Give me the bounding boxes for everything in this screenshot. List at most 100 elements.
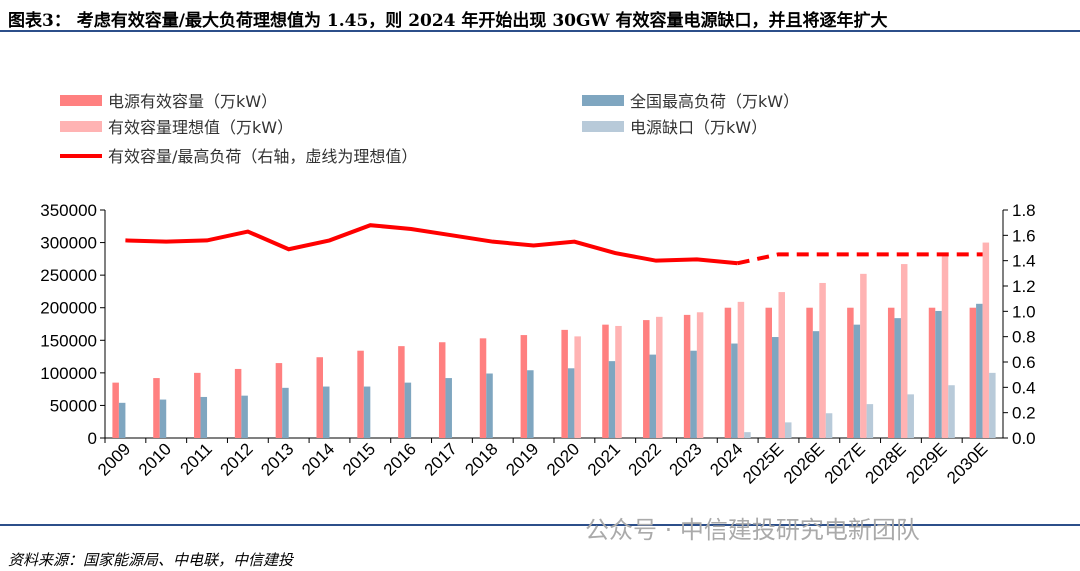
x-tick-label: 2019 bbox=[502, 439, 542, 479]
bar-1 bbox=[486, 373, 493, 438]
legend-label: 有效容量/最高负荷（右轴，虚线为理想值） bbox=[108, 147, 417, 166]
y2-tick-label: 1.6 bbox=[1012, 226, 1036, 245]
bar-2 bbox=[778, 292, 785, 438]
x-tick-label: 2025E bbox=[739, 439, 787, 487]
bar-1 bbox=[976, 303, 983, 438]
bar-0 bbox=[520, 335, 528, 438]
bar-1 bbox=[812, 331, 820, 438]
x-tick-label: 2015 bbox=[339, 439, 379, 479]
legend-label: 有效容量理想值（万kW） bbox=[108, 118, 293, 137]
y2-tick-label: 1.4 bbox=[1012, 252, 1036, 271]
bar-2 bbox=[900, 264, 908, 438]
bar-2 bbox=[696, 312, 704, 438]
watermark: 公众号 · 中信建投研究电新团队 bbox=[585, 516, 920, 544]
x-tick-label: 2029E bbox=[902, 439, 950, 487]
bottom-rule bbox=[0, 524, 1080, 526]
bar-3 bbox=[866, 404, 874, 438]
y-tick-label: 200000 bbox=[40, 299, 97, 318]
x-tick-label: 2020 bbox=[543, 439, 583, 479]
bar-0 bbox=[479, 338, 487, 438]
x-tick-label: 2009 bbox=[94, 439, 134, 479]
bar-0 bbox=[234, 368, 242, 438]
bar-0 bbox=[724, 307, 732, 438]
bar-1 bbox=[731, 343, 738, 438]
bar-1 bbox=[363, 386, 371, 438]
y2-tick-label: 0.6 bbox=[1012, 353, 1036, 372]
bar-0 bbox=[887, 307, 895, 438]
bar-3 bbox=[825, 413, 833, 438]
bar-2 bbox=[982, 242, 990, 438]
y-tick-label: 0 bbox=[88, 429, 97, 448]
bar-0 bbox=[928, 307, 936, 438]
bar-0 bbox=[194, 372, 201, 438]
bar-0 bbox=[275, 363, 283, 438]
y2-tick-label: 0.4 bbox=[1012, 378, 1036, 397]
bar-1 bbox=[772, 337, 779, 438]
x-tick-label: 2017 bbox=[421, 439, 461, 479]
legend-label: 全国最高负荷（万kW） bbox=[630, 92, 799, 111]
bar-3 bbox=[989, 372, 996, 438]
bar-1 bbox=[567, 368, 575, 438]
y2-tick-label: 0.2 bbox=[1012, 404, 1036, 423]
bar-1 bbox=[118, 402, 126, 438]
bar-2 bbox=[941, 254, 949, 438]
bar-2 bbox=[615, 325, 622, 438]
x-tick-label: 2022 bbox=[625, 439, 665, 479]
x-tick-label: 2023 bbox=[666, 439, 706, 479]
bar-0 bbox=[847, 307, 854, 438]
y2-tick-label: 0.0 bbox=[1012, 429, 1036, 448]
x-tick-label: 2018 bbox=[461, 439, 501, 479]
bar-1 bbox=[853, 324, 861, 438]
x-tick-label: 2026E bbox=[780, 439, 828, 487]
bar-0 bbox=[969, 307, 977, 438]
x-tick-label: 2012 bbox=[217, 439, 257, 479]
y2-tick-label: 1.0 bbox=[1012, 302, 1036, 321]
bar-1 bbox=[894, 318, 901, 438]
bar-0 bbox=[112, 382, 119, 438]
bar-1 bbox=[608, 361, 616, 438]
bar-1 bbox=[323, 386, 330, 438]
bar-2 bbox=[819, 282, 826, 438]
y-tick-label: 50000 bbox=[50, 396, 97, 415]
bar-3 bbox=[744, 432, 751, 438]
x-tick-label: 2021 bbox=[584, 439, 624, 479]
y-tick-label: 350000 bbox=[40, 201, 97, 220]
bar-1 bbox=[282, 387, 289, 438]
y2-tick-label: 0.8 bbox=[1012, 328, 1036, 347]
ratio-line bbox=[125, 223, 738, 266]
x-tick-label: 2016 bbox=[380, 439, 420, 479]
x-tick-label: 2010 bbox=[135, 439, 175, 479]
bar-1 bbox=[241, 395, 248, 438]
x-tick-label: 2014 bbox=[298, 439, 338, 479]
bar-0 bbox=[398, 346, 405, 438]
bar-1 bbox=[445, 378, 452, 438]
x-tick-label: 2030E bbox=[943, 439, 991, 487]
bar-2 bbox=[860, 273, 867, 438]
bar-0 bbox=[602, 324, 609, 438]
x-tick-label: 2028E bbox=[862, 439, 910, 487]
bar-1 bbox=[159, 399, 167, 438]
y-tick-label: 250000 bbox=[40, 266, 97, 285]
bar-0 bbox=[683, 314, 691, 438]
y2-tick-label: 1.2 bbox=[1012, 277, 1036, 296]
legend-swatch bbox=[60, 121, 102, 132]
legend-label: 电源缺口（万kW） bbox=[630, 118, 767, 137]
bar-0 bbox=[357, 350, 364, 438]
chart-title: 图表3： 考虑有效容量/最大负荷理想值为 1.45，则 2024 年开始出现 3… bbox=[8, 11, 888, 31]
bar-0 bbox=[806, 307, 813, 438]
y-tick-label: 300000 bbox=[40, 234, 97, 253]
top-rule bbox=[0, 30, 1080, 32]
bar-1 bbox=[690, 350, 697, 438]
bar-0 bbox=[438, 342, 446, 438]
y2-tick-label: 1.8 bbox=[1012, 201, 1036, 220]
bar-3 bbox=[785, 422, 792, 438]
y-tick-label: 150000 bbox=[40, 331, 97, 350]
bar-2 bbox=[656, 316, 663, 438]
bar-1 bbox=[200, 396, 208, 438]
bar-0 bbox=[765, 307, 772, 438]
bar-0 bbox=[153, 378, 160, 438]
bar-3 bbox=[907, 394, 914, 438]
source-note: 资料来源：国家能源局、中电联，中信建投 bbox=[8, 551, 294, 569]
legend-swatch bbox=[582, 95, 624, 106]
